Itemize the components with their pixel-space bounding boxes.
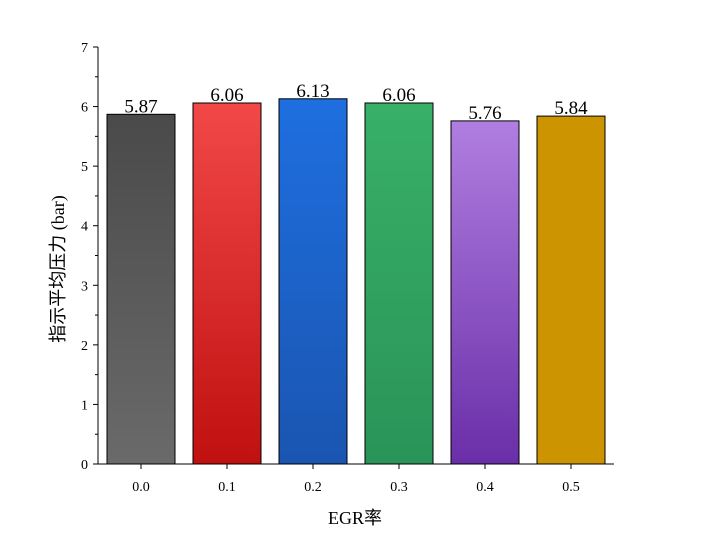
- data-label-0.2: 6.13: [296, 81, 329, 102]
- data-label-0.0: 5.87: [124, 96, 157, 117]
- x-tick-label-0.2: 0.2: [304, 480, 322, 495]
- y-tick-label-7: 7: [81, 41, 88, 56]
- x-tick-label-0.5: 0.5: [562, 480, 580, 495]
- bar-0.2: [278, 98, 348, 465]
- x-tick-label-0.3: 0.3: [390, 480, 408, 495]
- bars-layer: [106, 98, 606, 465]
- y-axis-title: 指示平均压力 (bar): [48, 195, 69, 342]
- y-tick-label-5: 5: [81, 160, 88, 175]
- y-tick-label-3: 3: [81, 279, 88, 294]
- y-tick-label-4: 4: [81, 220, 88, 235]
- x-tick-label-0.1: 0.1: [218, 480, 236, 495]
- bar-0.5: [536, 115, 606, 465]
- data-labels-layer: 5.87 6.06 6.13 6.06 5.76 5.84: [124, 81, 588, 124]
- x-axis-title: EGR率: [328, 508, 382, 528]
- data-label-0.3: 6.06: [382, 85, 415, 106]
- bar-0.1: [192, 102, 262, 465]
- x-tick-label-0.4: 0.4: [476, 480, 494, 495]
- bar-0.3: [364, 102, 434, 465]
- bar-0.4: [450, 120, 520, 465]
- y-tick-label-2: 2: [81, 339, 88, 354]
- bar-0.0: [106, 113, 176, 465]
- y-tick-label-1: 1: [81, 398, 88, 413]
- data-label-0.5: 5.84: [554, 98, 588, 119]
- x-tick-label-0.0: 0.0: [132, 480, 150, 495]
- axes-layer: 0.0 0.1 0.2 0.3 0.4 0.5 0 1 2 3 4 5 6 7: [81, 41, 614, 495]
- data-label-0.1: 6.06: [210, 85, 243, 106]
- y-tick-label-6: 6: [81, 101, 88, 116]
- y-tick-label-0: 0: [81, 458, 88, 473]
- data-label-0.4: 5.76: [468, 103, 501, 124]
